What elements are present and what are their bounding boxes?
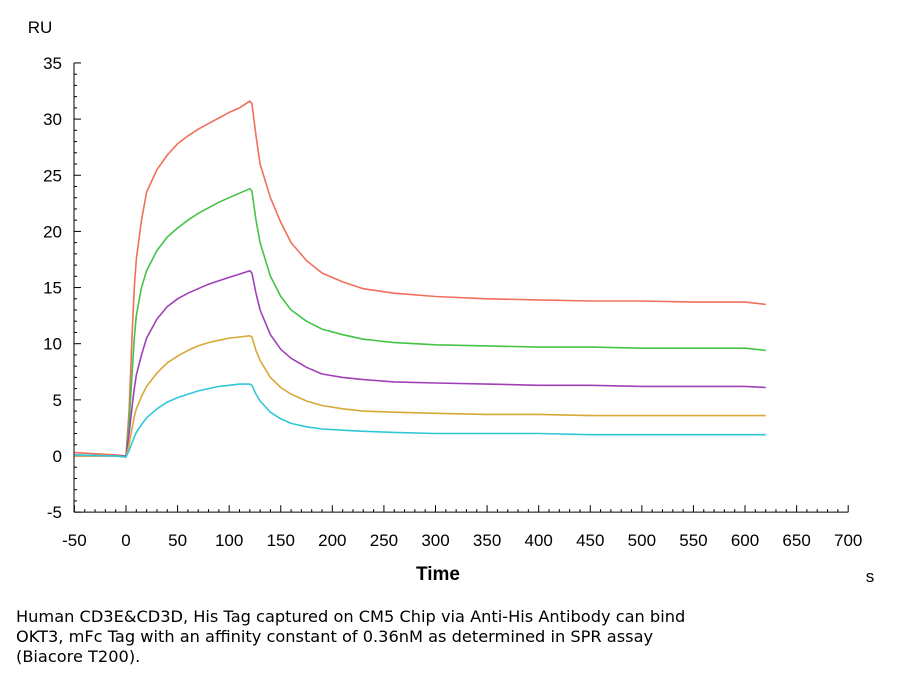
y-tick-label: 5	[53, 391, 62, 410]
x-tick-label: 550	[679, 531, 707, 550]
y-axis-title: RU	[28, 18, 53, 37]
caption-line-2: OKT3, mFc Tag with an affinity constant …	[16, 627, 654, 646]
caption-line-1: Human CD3E&CD3D, His Tag captured on CM5…	[16, 607, 686, 626]
x-axis-title: Time	[416, 564, 460, 585]
x-tick-label: 300	[421, 531, 449, 550]
y-tick-label: 25	[43, 166, 62, 185]
x-tick-label: 650	[782, 531, 810, 550]
x-tick-label: 0	[121, 531, 130, 550]
series-line-2	[74, 187, 766, 457]
x-tick-label: 250	[370, 531, 398, 550]
axes	[73, 62, 849, 513]
series-line-3	[74, 269, 766, 457]
x-tick-label: 150	[267, 531, 295, 550]
x-tick-label: 500	[628, 531, 656, 550]
y-tick-label: 35	[43, 54, 62, 73]
y-tick-label: -5	[47, 503, 62, 522]
x-tick-label: 400	[524, 531, 552, 550]
series-line-4	[74, 334, 766, 458]
y-tick-label: 10	[43, 335, 62, 354]
x-tick-label: 350	[473, 531, 501, 550]
y-tick-label: 30	[43, 110, 62, 129]
x-tick-label: -50	[62, 531, 87, 550]
x-tick-label: 200	[318, 531, 346, 550]
series-line-5	[74, 383, 766, 458]
x-tick-label: 450	[576, 531, 604, 550]
y-tick-label: 20	[43, 222, 62, 241]
series-group	[74, 100, 766, 458]
series-line-1	[74, 100, 766, 457]
x-tick-label: 600	[731, 531, 759, 550]
caption-line-3: (Biacore T200).	[16, 647, 141, 666]
x-tick-label: 700	[834, 531, 862, 550]
y-tick-label: 0	[53, 447, 62, 466]
x-tick-label: 100	[215, 531, 243, 550]
figure-caption: Human CD3E&CD3D, His Tag captured on CM5…	[16, 607, 836, 667]
x-axis-unit: s	[866, 567, 875, 586]
y-tick-label: 15	[43, 279, 62, 298]
x-tick-label: 50	[168, 531, 187, 550]
